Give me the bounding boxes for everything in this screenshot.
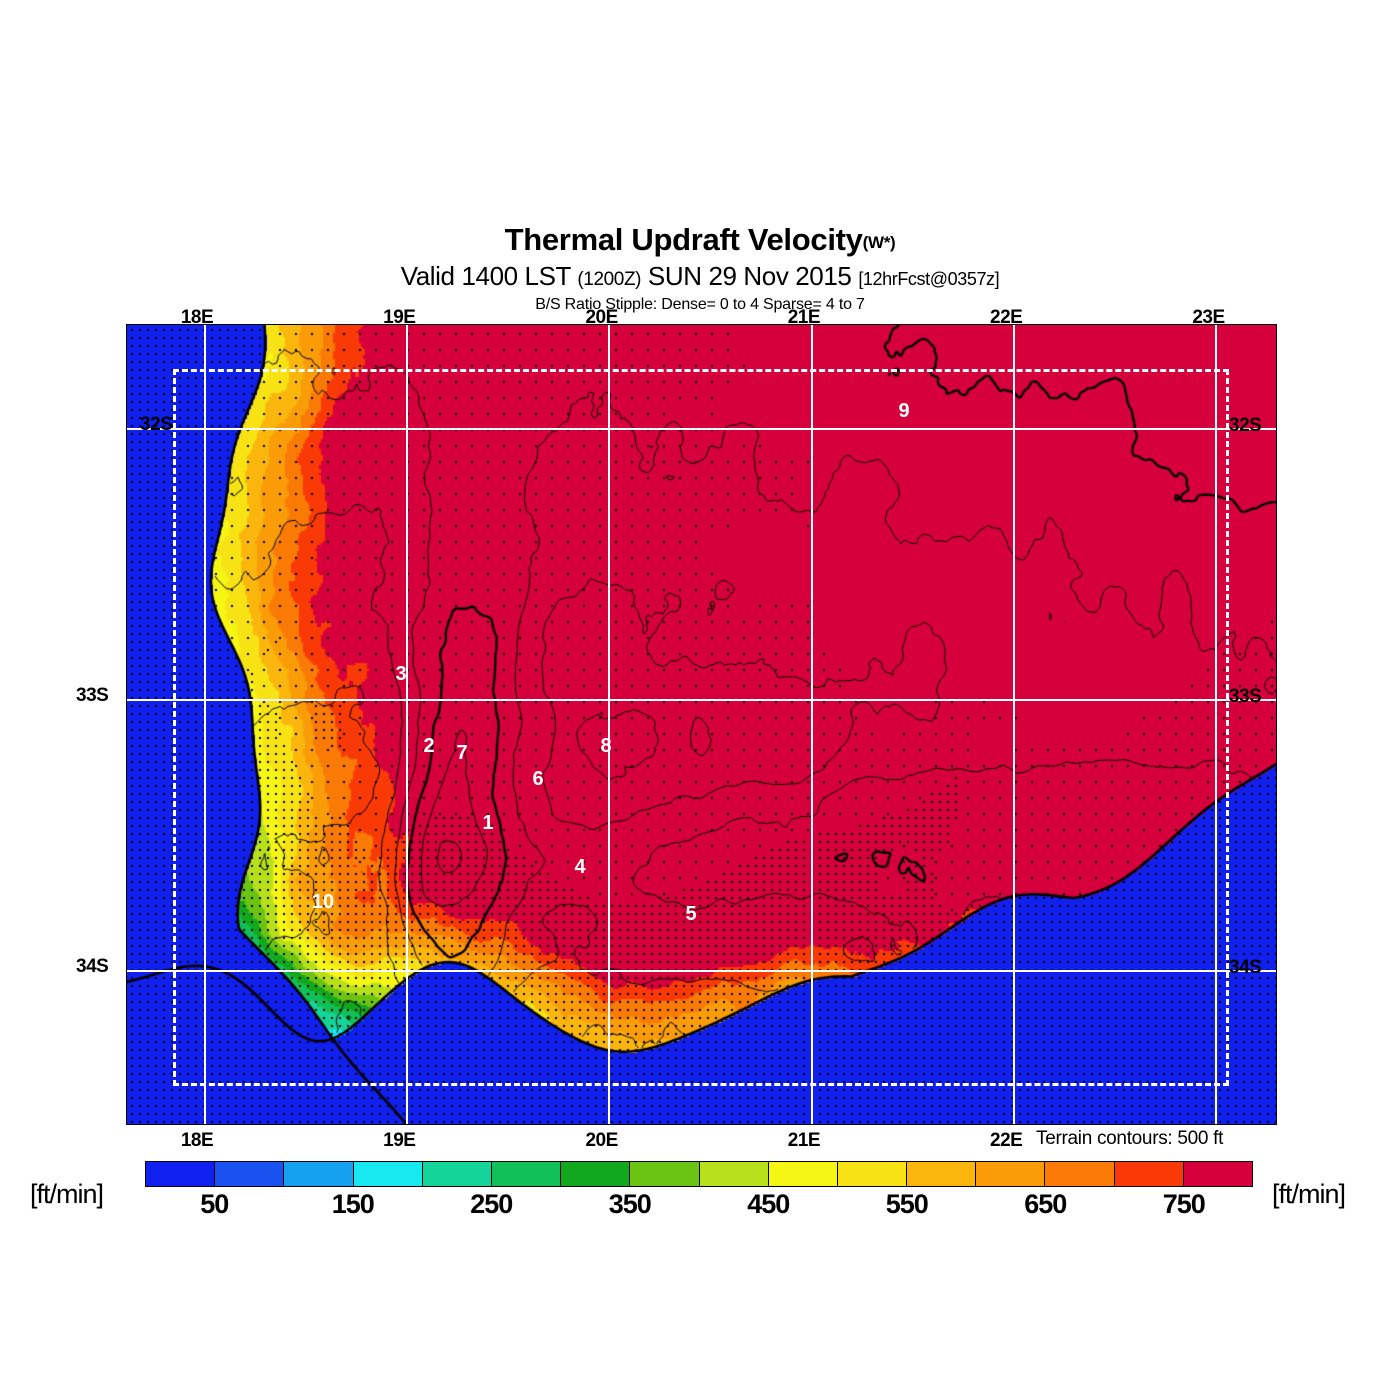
colorbar[interactable]: [145, 1161, 1253, 1187]
axis-label-right-32S: 32S: [1229, 414, 1262, 436]
axis-label-bottom-21E: 21E: [787, 1130, 821, 1151]
map-panel[interactable]: 9 3 2 7 8 6 1 4 10 5 32S 33S 34S: [126, 324, 1277, 1125]
chart-title-text: Thermal Updraft Velocity: [504, 222, 863, 257]
axis-label-bottom-20E: 20E: [585, 1130, 618, 1151]
colorbar-unit-left: [ft/min]: [30, 1179, 104, 1209]
axis-label-top-18E: 18E: [180, 307, 214, 328]
axis-label-top-19E: 19E: [383, 307, 416, 328]
valid-time-utc: (1200Z): [577, 269, 642, 290]
colorbar-swatch-300[interactable]: [561, 1162, 631, 1186]
colorbar-panel: [ft/min] 50 150 250 350 450 550 650 750 [ft/min…: [0, 1155, 1400, 1225]
colorbar-unit-right: [ft/min]: [1272, 1179, 1346, 1209]
colorbar-swatch-200[interactable]: [422, 1162, 492, 1186]
axis-label-bottom-22E: 22E: [990, 1130, 1023, 1151]
axis-label-top-22E: 22E: [990, 307, 1023, 328]
chart-title-param: (W*): [862, 233, 896, 252]
terrain-contour-note: Terrain contours: 500 ft: [1036, 1128, 1224, 1149]
colorbar-swatch-500[interactable]: [837, 1162, 908, 1186]
title-block: Thermal Updraft Velocity(W*) Valid 1400 …: [0, 222, 1400, 315]
graticule-meridian-22E: [1013, 325, 1016, 1124]
graticule-meridian-19E: [406, 325, 409, 1124]
chart-title: Thermal Updraft Velocity(W*): [0, 222, 1400, 261]
valid-time: Valid 1400 LST: [400, 261, 571, 291]
stipple-legend-note: B/S Ratio Stipple: Dense= 0 to 4 Sparse=…: [535, 296, 865, 313]
station-marker-3[interactable]: 3: [395, 663, 407, 685]
colorbar-swatch-250[interactable]: [491, 1162, 562, 1186]
colorbar-tick-550: 550: [885, 1189, 929, 1219]
graticule-meridian-20E: [608, 325, 611, 1124]
axis-label-bottom-19E: 19E: [383, 1130, 416, 1151]
station-marker-5[interactable]: 5: [685, 903, 697, 925]
colorbar-swatch-400[interactable]: [699, 1162, 769, 1186]
colorbar-swatch-750[interactable]: [1183, 1162, 1252, 1186]
colorbar-tick-50: 50: [200, 1189, 229, 1219]
colorbar-swatch-50[interactable]: [215, 1162, 285, 1186]
station-marker-7[interactable]: 7: [456, 742, 468, 764]
forecast-hour: [12hrFcst@0357z]: [858, 269, 1000, 289]
axis-label-bottom-18E: 18E: [180, 1130, 214, 1151]
chart-subtitle: Valid 1400 LST (1200Z) SUN 29 Nov 2015 […: [0, 261, 1400, 295]
graticule-parallel-34S: [127, 969, 1276, 972]
graticule-meridian-18E: [203, 325, 206, 1124]
colorbar-tick-450: 450: [747, 1189, 790, 1219]
axis-label-right-33S: 33S: [1229, 685, 1262, 707]
graticule-parallel-33S: [127, 698, 1276, 701]
graticule-parallel-32S: [127, 427, 1276, 430]
colorbar-swatch-600[interactable]: [976, 1162, 1046, 1186]
colorbar-swatch-0[interactable]: [146, 1162, 216, 1186]
colorbar-swatch-350[interactable]: [630, 1162, 700, 1186]
colorbar-tick-350: 350: [608, 1189, 652, 1219]
colorbar-tick-650: 650: [1024, 1189, 1067, 1219]
station-marker-6[interactable]: 6: [532, 768, 544, 790]
station-marker-8[interactable]: 8: [600, 735, 612, 757]
colorbar-swatch-150[interactable]: [353, 1162, 423, 1186]
axis-label-left-33S: 33S: [76, 684, 109, 706]
colorbar-swatch-100[interactable]: [284, 1162, 354, 1186]
station-marker-2[interactable]: 2: [423, 735, 435, 757]
axis-label-left-34S: 34S: [76, 955, 109, 977]
colorbar-tick-250: 250: [470, 1189, 513, 1219]
valid-date: SUN 29 Nov 2015: [647, 261, 852, 291]
colorbar-tick-150: 150: [331, 1189, 375, 1219]
graticule-meridian-23E: [1215, 325, 1218, 1124]
colorbar-swatch-550[interactable]: [907, 1162, 977, 1186]
colorbar-swatch-650[interactable]: [1045, 1162, 1115, 1186]
axis-label-top-23E: 23E: [1192, 307, 1225, 328]
colorbar-tick-750: 750: [1162, 1189, 1206, 1219]
station-marker-1[interactable]: 1: [482, 812, 494, 834]
thermal-velocity-raster: [127, 325, 1276, 1124]
axis-label-top-20E: 20E: [585, 307, 618, 328]
colorbar-swatch-450[interactable]: [768, 1162, 838, 1186]
axis-label-top-21E: 21E: [787, 307, 821, 328]
forecast-domain-box: [173, 369, 1229, 1086]
station-marker-10[interactable]: 10: [311, 891, 335, 913]
axis-label-left-32S: 32S: [140, 413, 173, 435]
station-marker-9[interactable]: 9: [898, 400, 910, 422]
axis-label-right-34S: 34S: [1229, 956, 1262, 978]
station-marker-4[interactable]: 4: [574, 856, 586, 878]
graticule-meridian-21E: [810, 325, 813, 1124]
colorbar-swatch-700[interactable]: [1114, 1162, 1184, 1186]
